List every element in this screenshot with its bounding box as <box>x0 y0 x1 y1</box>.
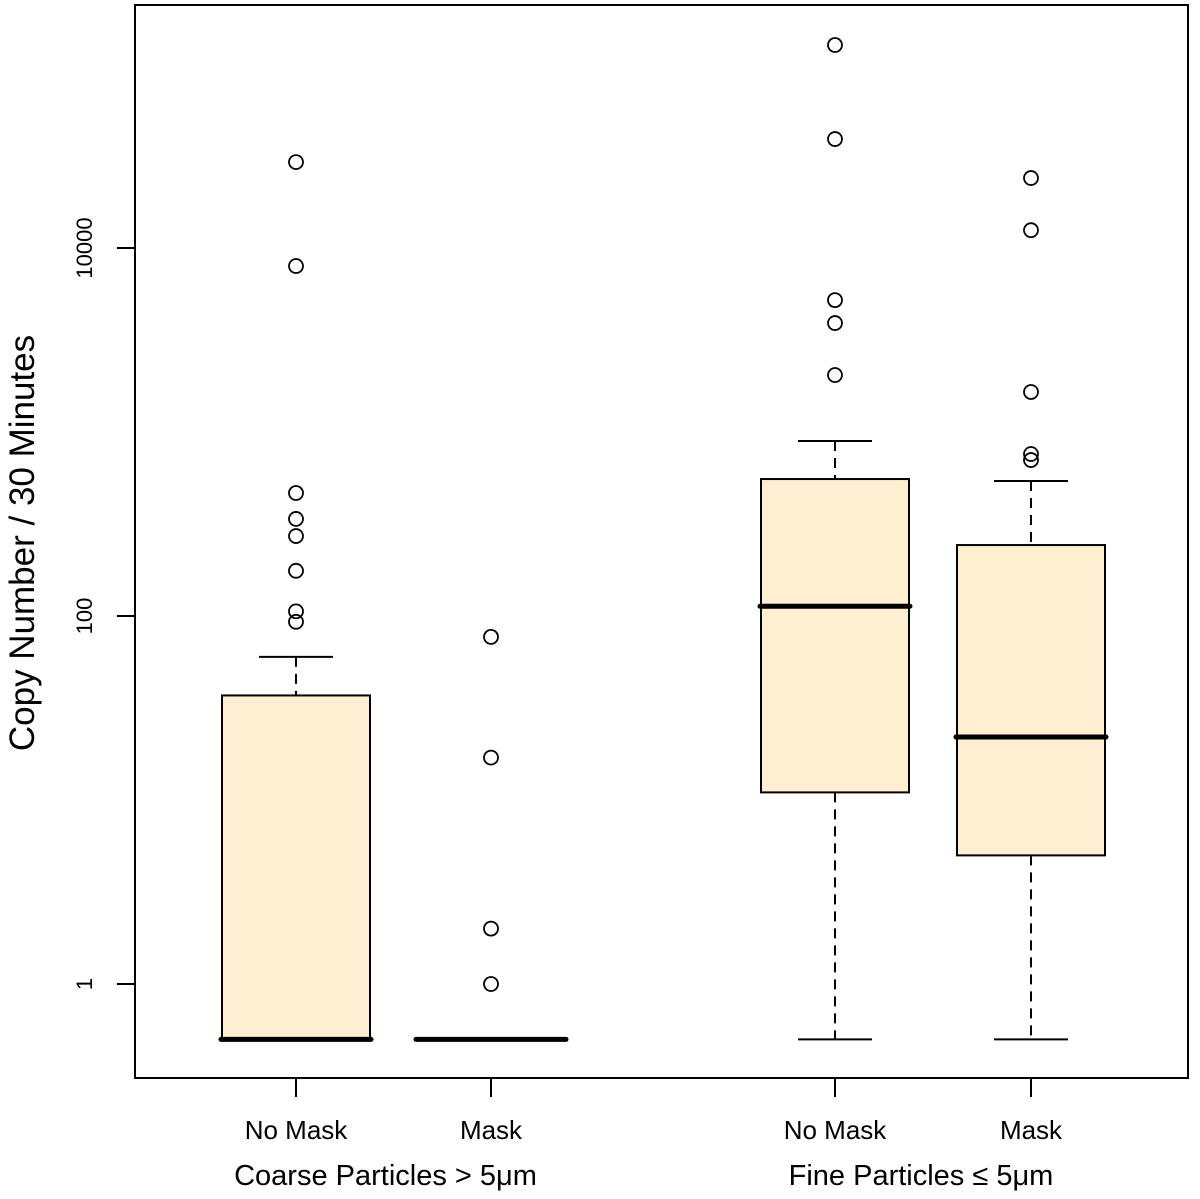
outlier-point <box>1023 446 1039 462</box>
outlier-point <box>827 367 843 383</box>
outlier-point <box>483 920 499 937</box>
y-axis: 1 100 10000 <box>72 217 135 990</box>
group-label: Fine Particles ≤ 5μm <box>789 1160 1054 1192</box>
x-tick-label: No Mask <box>245 1115 349 1145</box>
x-tick-label: Mask <box>460 1115 523 1145</box>
outlier-point <box>288 485 304 501</box>
outlier-point <box>288 528 304 544</box>
y-tick-label: 10000 <box>72 217 97 278</box>
group-label: Coarse Particles > 5μm <box>234 1160 537 1192</box>
x-tick-label: Mask <box>1000 1115 1063 1145</box>
x-axis: No Mask Mask No Mask Mask Coarse Particles >… <box>234 1078 1063 1192</box>
box-iqr <box>760 478 910 794</box>
outlier-point <box>1023 170 1039 186</box>
box-3 <box>953 170 1109 1041</box>
outlier-point <box>288 511 304 527</box>
box-2 <box>757 37 913 1041</box>
plot-frame <box>134 4 1189 1079</box>
box-1 <box>413 628 569 1042</box>
outlier-point <box>1023 384 1039 400</box>
outlier-point <box>827 315 843 331</box>
outlier-point <box>483 628 499 645</box>
outlier-point <box>288 562 304 579</box>
outlier-point <box>827 292 843 309</box>
outlier-point <box>1023 452 1039 468</box>
box-0 <box>218 154 374 1042</box>
outlier-point <box>288 613 304 630</box>
y-axis-label: Copy Number / 30 Minutes <box>3 335 42 751</box>
outlier-point <box>483 749 499 766</box>
outlier-point <box>288 154 304 170</box>
outlier-point <box>288 603 304 620</box>
y-tick-label: 100 <box>72 598 97 635</box>
y-tick-label: 1 <box>72 978 97 990</box>
x-tick-label: No Mask <box>784 1115 888 1145</box>
outlier-point <box>1023 222 1039 239</box>
outlier-point <box>288 258 304 274</box>
outlier-point <box>827 131 843 147</box>
chart-marks <box>218 37 1109 1042</box>
box-iqr <box>221 694 371 1041</box>
outlier-point <box>827 37 843 53</box>
outlier-point <box>483 976 499 992</box>
box-iqr <box>956 544 1106 857</box>
